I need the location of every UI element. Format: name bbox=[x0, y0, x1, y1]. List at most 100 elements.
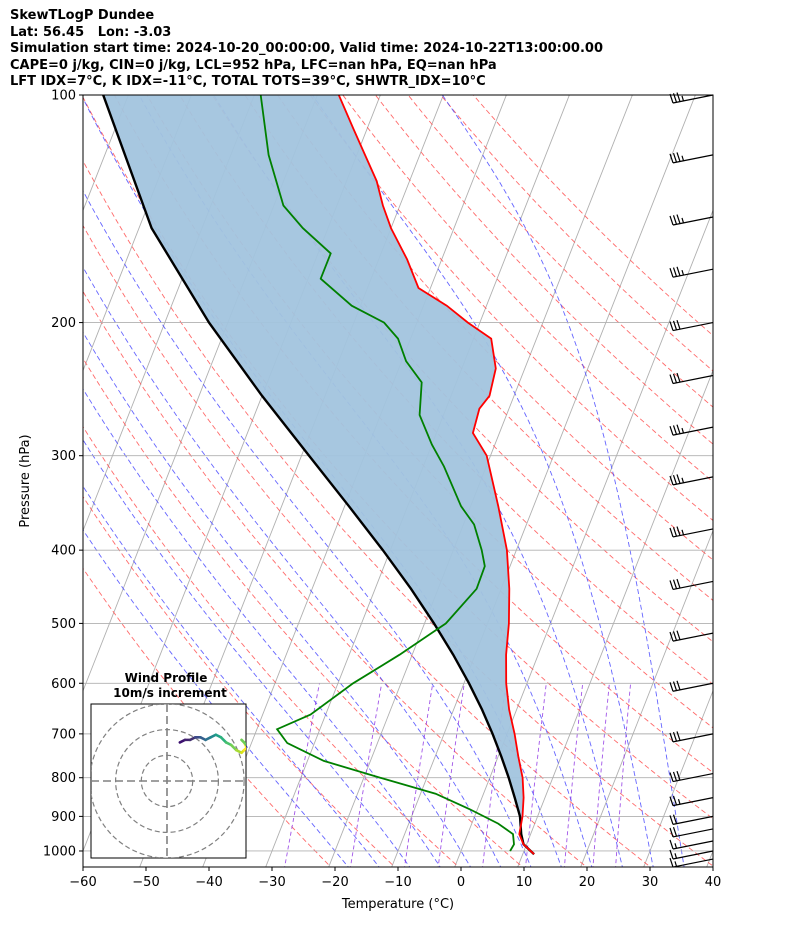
x-tick-label: 30 bbox=[642, 875, 659, 890]
wind-barb-flag bbox=[669, 425, 674, 436]
y-tick-label: 800 bbox=[51, 771, 76, 786]
profile-lines bbox=[102, 95, 535, 856]
wind-barb-half-flag bbox=[681, 217, 685, 224]
isotherm-line bbox=[517, 369, 713, 867]
wind-barb-flag bbox=[669, 857, 674, 868]
wind-barb bbox=[669, 680, 714, 692]
y-tick-label: 900 bbox=[51, 810, 76, 825]
y-axis-label: Pressure (hPa) bbox=[18, 434, 33, 527]
hodograph-subtitle: 10m/s increment bbox=[113, 686, 227, 700]
wind-barb-flag bbox=[669, 321, 674, 331]
wind-barb-flag bbox=[676, 474, 681, 484]
wind-barb-flag bbox=[669, 580, 674, 590]
wind-barb-flag bbox=[669, 93, 674, 104]
x-tick-label: −20 bbox=[321, 875, 348, 890]
wind-barb bbox=[669, 849, 714, 860]
temperature-line bbox=[337, 95, 535, 855]
x-tick-label: −40 bbox=[195, 875, 222, 890]
wind-barb-flag bbox=[676, 214, 681, 224]
x-axis-label: Temperature (°C) bbox=[341, 897, 454, 912]
y-tick-label: 200 bbox=[51, 316, 76, 331]
wind-barb-flag bbox=[672, 795, 678, 806]
wind-barb-half-flag bbox=[681, 477, 685, 483]
wind-barb-flag bbox=[672, 474, 678, 485]
dry-adiabat-line bbox=[83, 495, 396, 867]
wind-barb bbox=[669, 214, 714, 226]
wind-barb-flag bbox=[676, 372, 681, 383]
wind-barb-flag bbox=[669, 849, 674, 860]
wind-barb bbox=[669, 814, 714, 825]
wind-barb-half-flag bbox=[681, 529, 685, 536]
wind-barb bbox=[669, 630, 714, 642]
dry-adiabat-line bbox=[83, 425, 460, 867]
hodograph-ring bbox=[91, 704, 245, 858]
wind-barb-flag bbox=[672, 631, 678, 641]
chart-header: SkewTLogP Dundee Lat: 56.45 Lon: -3.03 Sim… bbox=[10, 8, 603, 91]
moist-adiabat-line bbox=[83, 485, 380, 867]
wind-barb-shaft bbox=[672, 850, 714, 860]
wind-barb-flag bbox=[672, 527, 678, 537]
wind-barb bbox=[669, 839, 714, 850]
wind-barb-shaft bbox=[672, 828, 714, 838]
wind-barb bbox=[669, 795, 714, 807]
mixing-ratio-line bbox=[615, 683, 632, 867]
wind-barb-flag bbox=[672, 320, 678, 331]
wind-barb-shaft bbox=[672, 815, 714, 825]
wind-barb-half-flag bbox=[674, 843, 678, 849]
wind-barb-half-flag bbox=[681, 427, 685, 434]
wind-barb-flag bbox=[669, 631, 674, 642]
dry-adiabat-line bbox=[276, 95, 713, 561]
wind-barb-flag bbox=[672, 93, 678, 103]
wind-barb-flag bbox=[669, 772, 674, 782]
wind-barb-flag bbox=[672, 425, 678, 435]
moist-adiabat-line bbox=[83, 529, 349, 867]
mixing-ratio-line bbox=[437, 683, 465, 867]
wind-barb-flag bbox=[669, 215, 674, 226]
wind-barb-flag bbox=[676, 630, 681, 640]
wind-barb-half-flag bbox=[681, 95, 685, 102]
mixing-ratio-line bbox=[592, 683, 610, 867]
hodograph-title: Wind Profile bbox=[125, 671, 208, 685]
wind-barbs bbox=[669, 92, 714, 868]
isotherm-line bbox=[580, 529, 713, 867]
wind-barb-flag bbox=[669, 732, 674, 743]
wind-barb-half-flag bbox=[674, 853, 678, 859]
wind-barb bbox=[669, 770, 714, 783]
dry-adiabat-line bbox=[83, 224, 652, 867]
wind-barb-flag bbox=[676, 578, 681, 589]
isotherm-line bbox=[706, 849, 713, 867]
y-tick-label: 700 bbox=[51, 727, 76, 742]
header-cape-line: CAPE=0 j/kg, CIN=0 j/kg, LCL=952 hPa, LF… bbox=[10, 57, 497, 73]
hodograph-trace-segment bbox=[242, 746, 246, 752]
wind-barb-flag bbox=[672, 152, 678, 163]
wind-barb-half-flag bbox=[674, 861, 678, 867]
wind-barb-flag bbox=[676, 266, 681, 277]
wind-barb-flag bbox=[676, 319, 681, 330]
x-tick-label: 0 bbox=[457, 875, 465, 890]
wind-barb bbox=[669, 731, 714, 743]
wind-barb-flag bbox=[672, 771, 678, 782]
dry-adiabat-line bbox=[342, 95, 713, 483]
wind-barb-flag bbox=[672, 373, 678, 384]
wind-barb-flag bbox=[672, 731, 678, 742]
wind-barb-shaft bbox=[672, 858, 714, 868]
wind-barb-half-flag bbox=[681, 155, 685, 161]
isotherm-line bbox=[0, 78, 72, 870]
isotherm-line bbox=[643, 689, 713, 867]
wind-barb-flag bbox=[672, 579, 678, 589]
isotherm-line bbox=[391, 95, 696, 867]
wind-barb-shaft bbox=[672, 840, 714, 850]
wind-barb bbox=[669, 152, 714, 164]
wind-barb-flag bbox=[672, 681, 678, 691]
x-tick-label: −50 bbox=[132, 875, 159, 890]
wind-barb bbox=[669, 372, 714, 385]
wind-barb bbox=[669, 526, 714, 538]
wind-barb-flag bbox=[669, 815, 674, 825]
y-tick-label: 500 bbox=[51, 617, 76, 632]
y-tick-label: 400 bbox=[51, 544, 76, 559]
wind-barb-flag bbox=[672, 814, 678, 824]
wind-barb bbox=[669, 424, 714, 436]
dry-adiabat-line bbox=[309, 95, 713, 522]
moist-adiabat-line bbox=[311, 95, 654, 867]
